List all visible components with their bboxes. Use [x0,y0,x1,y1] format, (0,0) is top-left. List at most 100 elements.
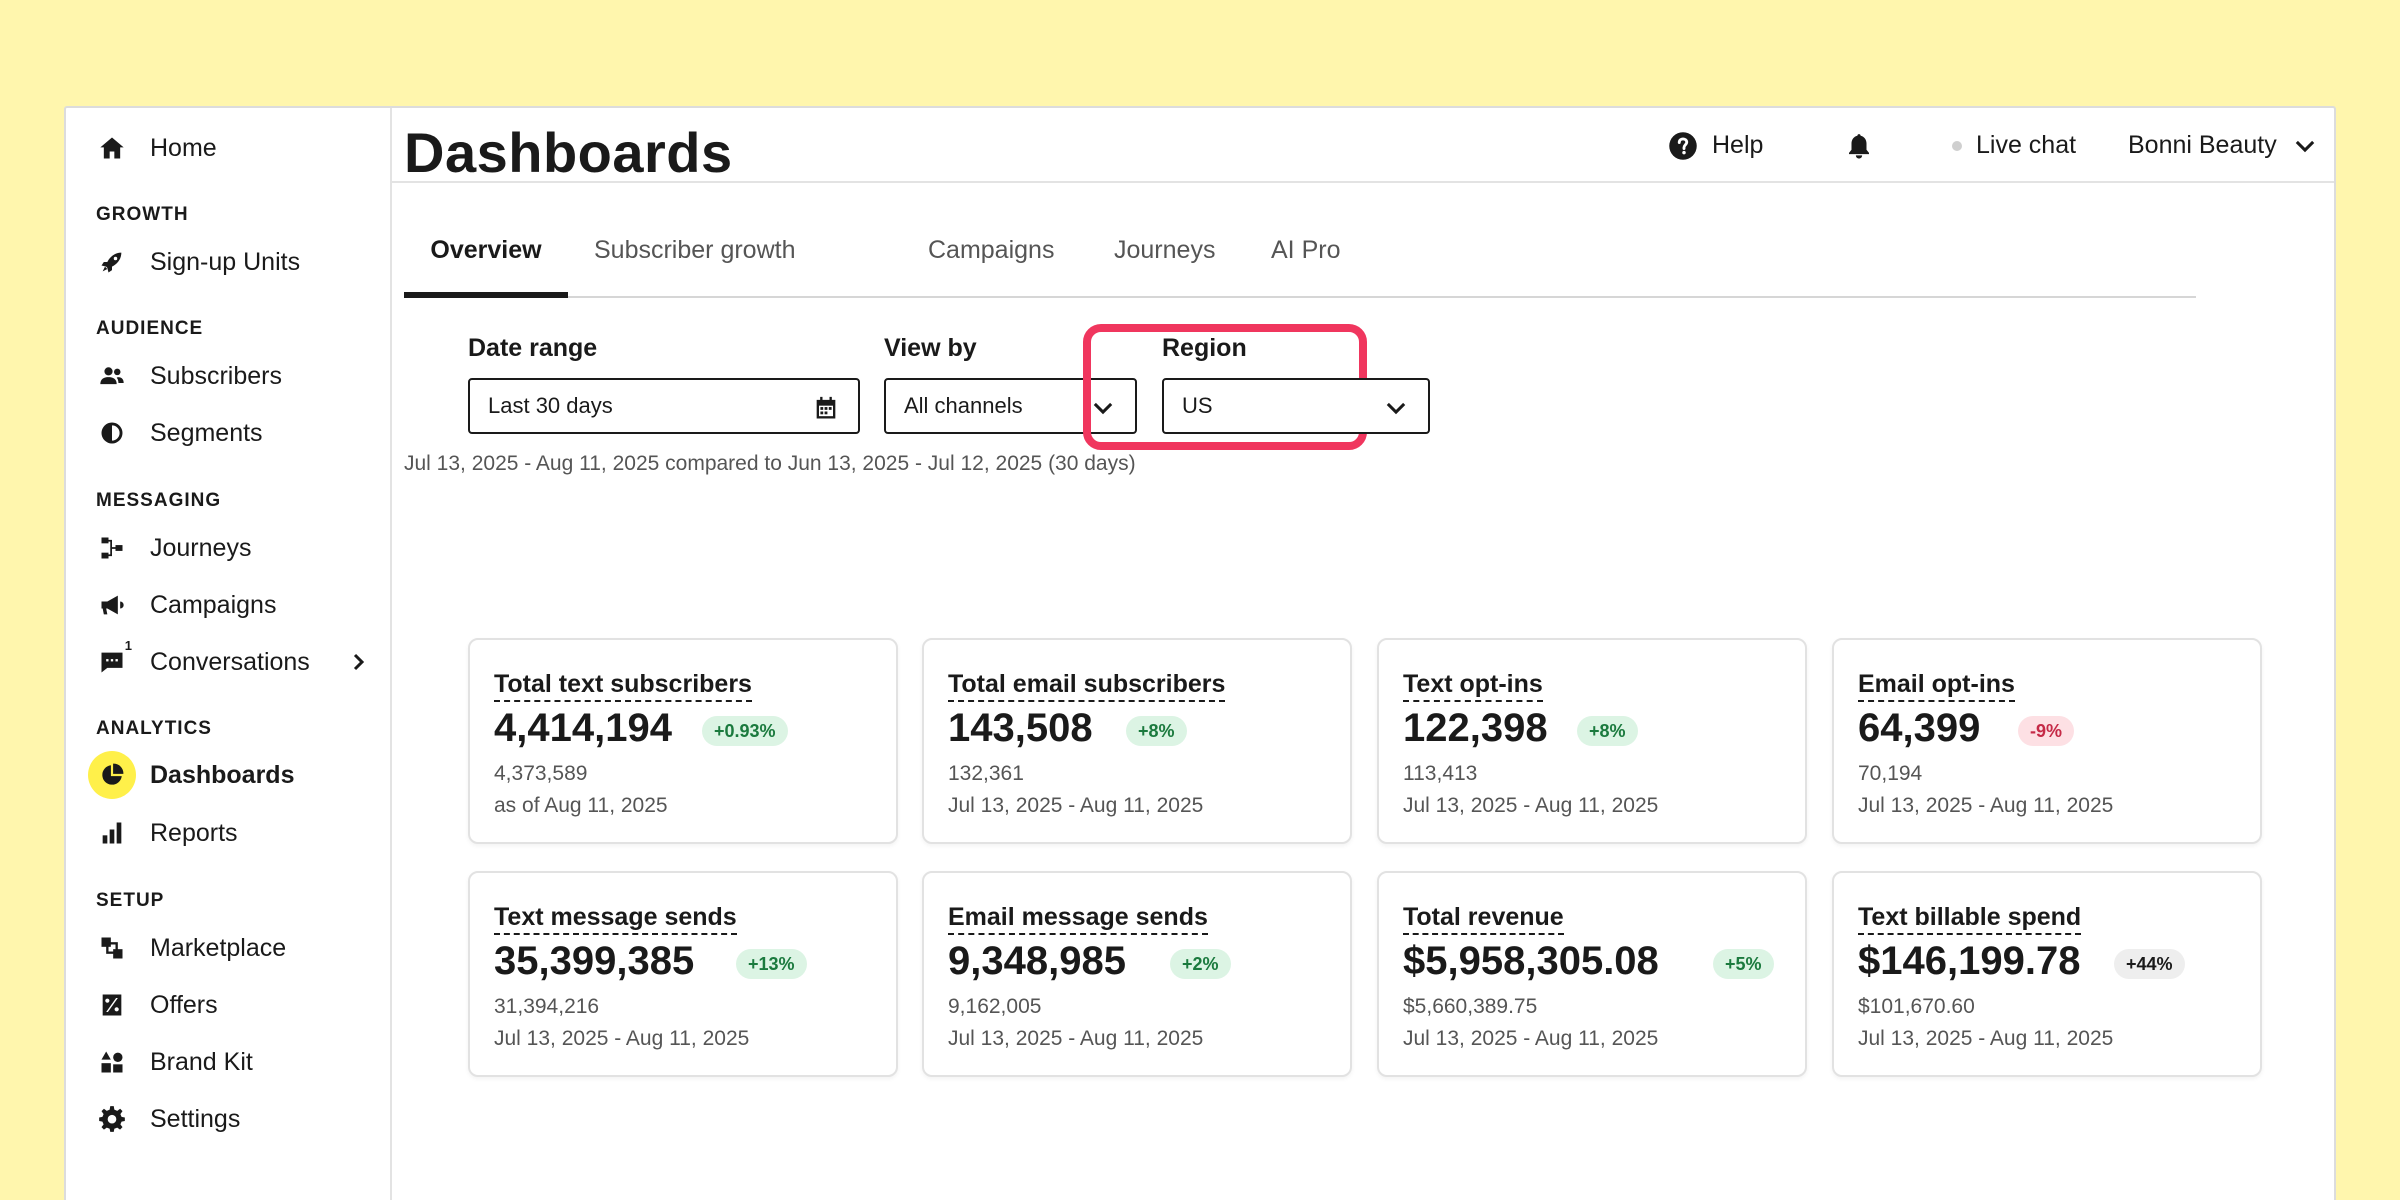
region-label: Region [1162,334,1247,362]
change-badge: +5% [1713,949,1774,979]
metric-title[interactable]: Text message sends [494,903,737,935]
metric-period: Jul 13, 2025 - Aug 11, 2025 [1403,1027,1659,1050]
notifications-button[interactable] [1844,108,1874,183]
live-chat-button[interactable]: Live chat [1952,108,2076,183]
view-by-value: All channels [904,393,1023,418]
sidebar-item-reports[interactable]: Reports [94,813,238,853]
sidebar-item-label: Journeys [150,533,252,562]
metric-title[interactable]: Text billable spend [1858,903,2082,935]
tab-subscriber-growth[interactable]: Subscriber growth [594,236,796,264]
sidebar-item-label: Segments [150,418,263,447]
metric-title[interactable]: Total text subscribers [494,670,752,702]
metric-period: Jul 13, 2025 - Aug 11, 2025 [1858,794,2114,817]
region-select[interactable]: US [1162,378,1430,434]
sidebar-item-segments[interactable]: Segments [94,413,263,453]
metric-card[interactable]: Text opt-ins 122,398 +8% 113,413 Jul 13,… [1377,638,1807,844]
metric-title[interactable]: Total revenue [1403,903,1564,935]
home-icon [94,130,130,166]
metric-period: Jul 13, 2025 - Aug 11, 2025 [1403,794,1659,817]
previous-value: 132,361 [948,762,1024,785]
metric-card[interactable]: Email message sends 9,348,985 +2% 9,162,… [922,871,1352,1077]
metric-card[interactable]: Text billable spend $146,199.78 +44% $10… [1832,871,2262,1077]
change-badge: +13% [736,949,807,979]
top-bar: Help Live chat Bonni Beauty [392,108,2334,183]
metric-title[interactable]: Email message sends [948,903,1208,935]
chevron-right-icon[interactable] [346,650,370,674]
region-value: US [1182,393,1213,418]
previous-value: $5,660,389.75 [1403,995,1538,1018]
change-badge: +2% [1170,949,1231,979]
gear-icon [94,1101,130,1137]
percent-tag-icon [94,987,130,1023]
tab-campaigns[interactable]: Campaigns [928,236,1055,264]
sidebar-item-campaigns[interactable]: Campaigns [94,585,276,625]
tab-journeys[interactable]: Journeys [1114,236,1216,264]
tab-overview[interactable]: Overview [404,228,568,298]
section-label-growth: GROWTH [96,204,189,225]
sidebar-item-journeys[interactable]: Journeys [94,528,251,568]
sidebar: Home GROWTH Sign-up Units AUDIENCE Subsc… [66,108,392,1200]
date-range-label: Date range [468,334,598,362]
megaphone-icon [94,587,130,623]
sidebar-item-brand-kit[interactable]: Brand Kit [94,1042,253,1082]
metric-title[interactable]: Email opt-ins [1858,670,2015,702]
sidebar-item-settings[interactable]: Settings [94,1099,240,1139]
sidebar-item-label: Reports [150,818,238,847]
sidebar-item-label: Brand Kit [150,1047,253,1076]
tab-ai-pro[interactable]: AI Pro [1271,236,1341,264]
sidebar-item-label: Subscribers [150,361,282,390]
metric-card[interactable]: Email opt-ins 64,399 -9% 70,194 Jul 13, … [1832,638,2262,844]
sidebar-item-home[interactable]: Home [94,128,217,168]
bar-chart-icon [94,815,130,851]
metric-value: 143,508 [948,706,1093,750]
change-badge: +44% [2114,949,2185,979]
pie-chart-icon [88,751,136,799]
metric-period: as of Aug 11, 2025 [494,794,668,817]
metric-title[interactable]: Total email subscribers [948,670,1226,702]
account-name: Bonni Beauty [2128,131,2277,159]
chevron-down-icon [1093,402,1113,415]
sidebar-item-label: Marketplace [150,933,287,962]
section-label-audience: AUDIENCE [96,318,204,339]
marketplace-icon [94,930,130,966]
metric-card[interactable]: Total revenue $5,958,305.08 +5% $5,660,3… [1377,871,1807,1077]
sidebar-item-label: Dashboards [150,760,295,789]
metric-card[interactable]: Total text subscribers 4,414,194 +0.93% … [468,638,898,844]
change-badge: -9% [2018,716,2075,746]
metric-period: Jul 13, 2025 - Aug 11, 2025 [1858,1027,2114,1050]
calendar-icon [816,396,836,419]
sidebar-item-conversations[interactable]: 1 Conversations [94,638,310,682]
section-label-analytics: ANALYTICS [96,718,212,739]
account-menu[interactable]: Bonni Beauty [2128,108,2319,183]
view-by-label: View by [884,334,977,362]
metric-value: 9,348,985 [948,939,1126,983]
metric-period: Jul 13, 2025 - Aug 11, 2025 [948,1027,1204,1050]
page-title: Dashboards [404,121,733,184]
previous-value: 70,194 [1858,762,1923,785]
users-icon [94,358,130,394]
metric-value: 122,398 [1403,706,1548,750]
previous-value: 113,413 [1403,762,1478,785]
comparison-period-text: Jul 13, 2025 - Aug 11, 2025 compared to … [404,452,1136,475]
sidebar-item-dashboards[interactable]: Dashboards [88,750,295,800]
rocket-icon [94,244,130,280]
journeys-icon [94,530,130,566]
sidebar-item-subscribers[interactable]: Subscribers [94,356,282,396]
view-by-select[interactable]: All channels [884,378,1137,434]
metric-title[interactable]: Text opt-ins [1403,670,1543,702]
metric-card[interactable]: Total email subscribers 143,508 +8% 132,… [922,638,1352,844]
tab-bar: Overview Subscriber growth Campaigns Jou… [404,228,2196,298]
help-button[interactable]: Help [1668,108,1763,183]
live-chat-label: Live chat [1976,131,2077,159]
bell-icon [1849,133,1869,158]
change-badge: +0.93% [702,716,788,746]
date-range-value: Last 30 days [488,393,613,418]
conversations-badge: 1 [124,638,132,653]
metric-card[interactable]: Text message sends 35,399,385 +13% 31,39… [468,871,898,1077]
sidebar-item-marketplace[interactable]: Marketplace [94,928,286,968]
sidebar-item-offers[interactable]: Offers [94,985,218,1025]
sidebar-item-signup-units[interactable]: Sign-up Units [94,242,300,282]
section-label-messaging: MESSAGING [96,490,222,511]
date-range-select[interactable]: Last 30 days [468,378,860,434]
sidebar-item-label: Home [150,133,217,162]
